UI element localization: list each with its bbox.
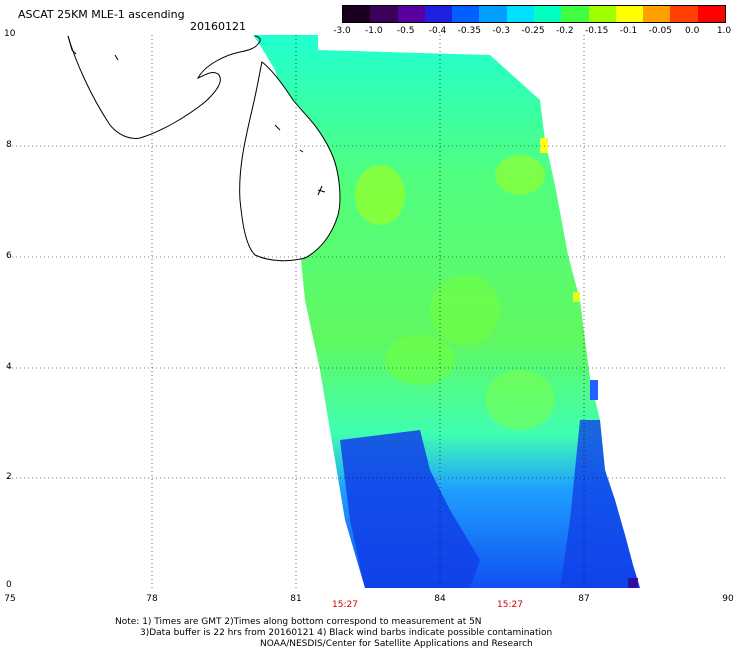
color-scale-label: -0.2	[556, 26, 574, 36]
color-scale-swatch	[670, 6, 698, 22]
x-tick-label: 78	[146, 594, 158, 604]
map-title: ASCAT 25KM MLE-1 ascending	[18, 8, 185, 21]
time-label: 15:27	[497, 600, 523, 610]
swath-blue-region	[560, 420, 640, 588]
map-gridlines	[8, 35, 728, 588]
sri-lanka-coastline	[239, 61, 341, 262]
y-tick-label: 4	[6, 362, 12, 372]
color-scale-swatch	[561, 6, 589, 22]
color-scale-label: -0.1	[619, 26, 638, 36]
color-scale-label: -0.35	[457, 26, 481, 36]
swath-patch	[385, 335, 455, 385]
color-scale-swatch	[588, 6, 616, 22]
color-scale-swatch	[452, 6, 480, 22]
y-tick-label: 6	[6, 251, 12, 261]
color-scale-swatch	[615, 6, 644, 22]
color-scale-label: 1.0	[716, 26, 732, 36]
color-scale-swatch	[343, 6, 371, 22]
color-scale-swatch	[643, 6, 671, 22]
note-line: 3)Data buffer is 22 hrs from 20160121 4)…	[140, 628, 553, 638]
color-scale-label: -0.3	[492, 26, 510, 36]
x-tick-label: 87	[578, 594, 590, 604]
x-tick-label: 81	[290, 594, 302, 604]
color-scale-label: -0.05	[648, 26, 672, 36]
map-date: 20160121	[190, 20, 246, 33]
y-tick-label: 8	[6, 140, 12, 150]
color-scale-label: -0.5	[396, 26, 415, 36]
color-scale-swatch	[697, 6, 725, 22]
note-line: Note: 1) Times are GMT 2)Times along bot…	[115, 617, 482, 627]
swath-patch	[355, 165, 405, 225]
color-scale-swatch	[533, 6, 562, 22]
x-tick-label: 84	[434, 594, 446, 604]
swath-blue-region	[340, 430, 480, 588]
color-scale-swatch	[506, 6, 534, 22]
y-tick-label: 0	[6, 580, 12, 590]
color-scale-label: -1.0	[365, 26, 383, 36]
y-tick-label: 10	[4, 29, 16, 39]
color-scale-label: -0.4	[428, 26, 447, 36]
x-tick-label: 75	[4, 594, 16, 604]
color-scale-swatch	[479, 6, 507, 22]
india-coastline	[67, 35, 261, 139]
color-scale-swatch	[370, 6, 398, 22]
color-scale-bar	[342, 5, 726, 23]
color-scale-label: -0.25	[521, 26, 545, 36]
color-scale-label: 0.0	[684, 26, 700, 36]
swath-patch	[485, 370, 555, 430]
color-scale-label: -0.15	[585, 26, 609, 36]
y-tick-label: 2	[6, 472, 12, 482]
x-tick-label: 90	[722, 594, 734, 604]
note-line: NOAA/NESDIS/Center for Satellite Applica…	[260, 639, 533, 649]
time-label: 15:27	[332, 600, 358, 610]
color-scale-swatch	[424, 6, 453, 22]
swath-patch	[495, 155, 545, 195]
color-scale-label: -3.0	[333, 26, 351, 36]
color-scale-swatch	[397, 6, 425, 22]
swath-patch	[430, 275, 500, 345]
